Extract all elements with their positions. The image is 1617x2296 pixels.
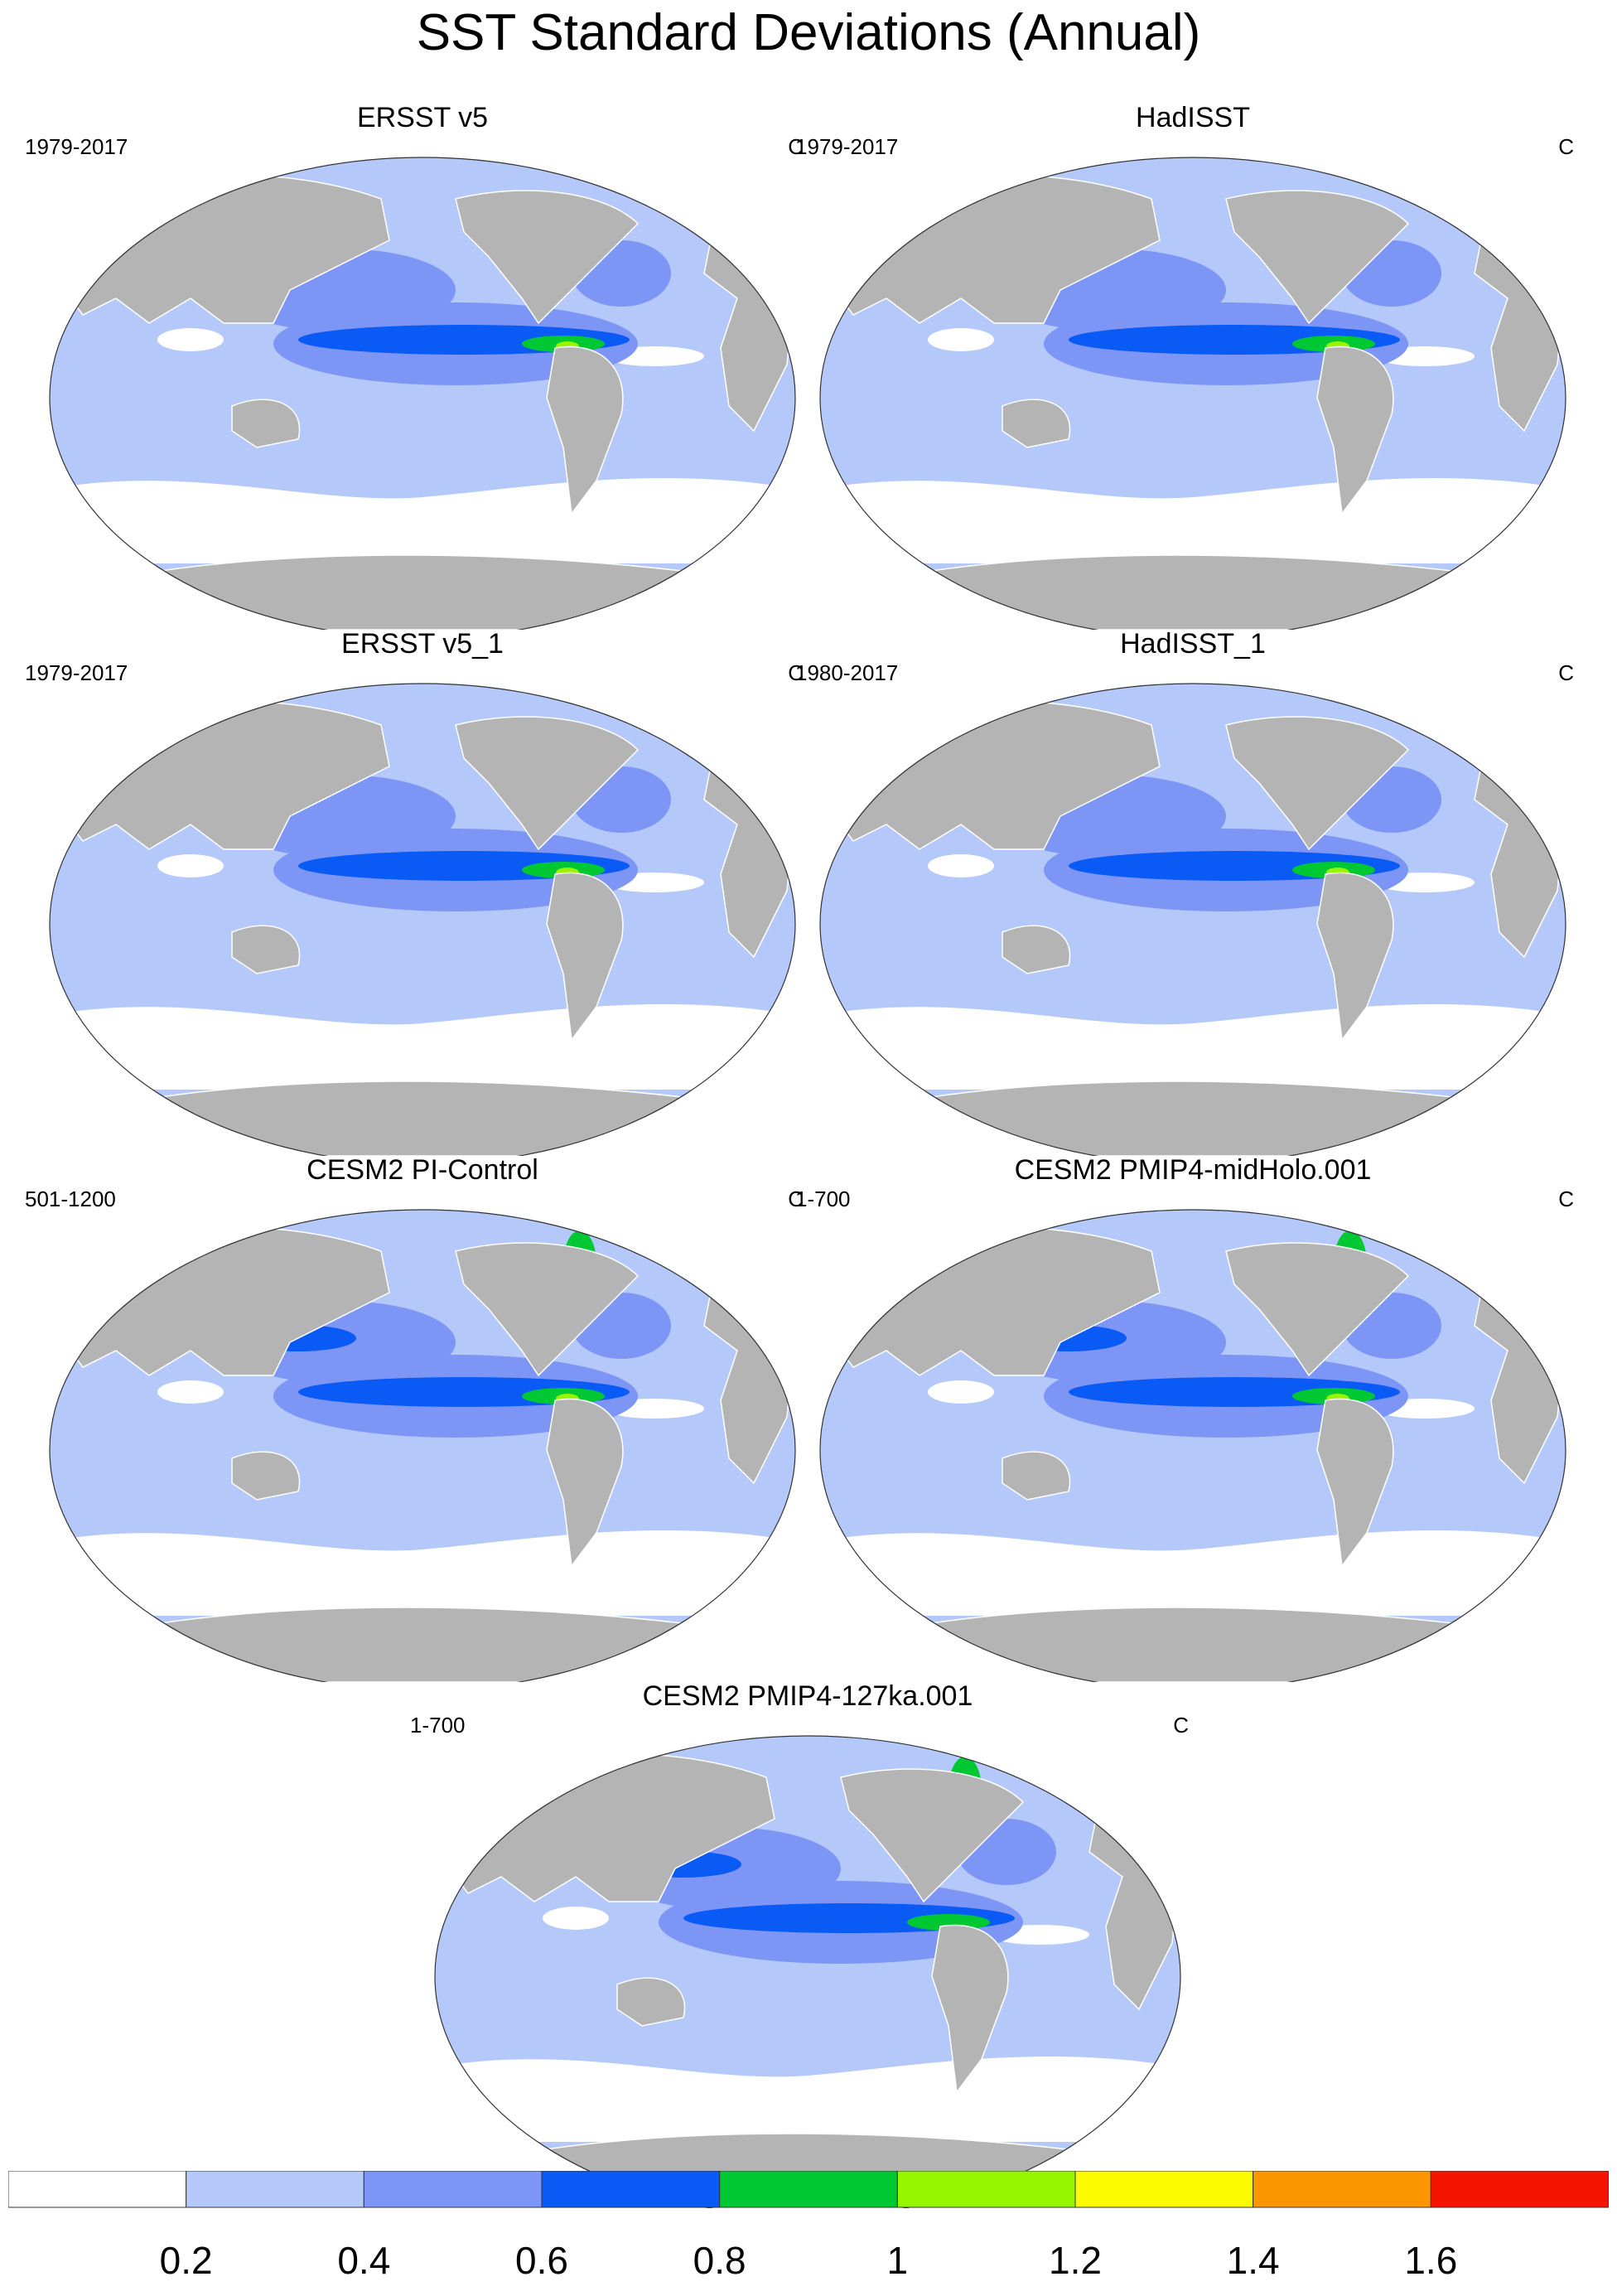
land-mass [455, 1242, 640, 1377]
map-panel: ERSST v5 1979-2017 C [25, 99, 820, 630]
land-mass [616, 1977, 686, 2027]
panel-units: C [788, 660, 804, 685]
panel-period: 501-1200 [25, 1187, 116, 1211]
colorbar-swatch [896, 2171, 1076, 2208]
world-map [819, 1209, 1566, 1682]
land-mass [1002, 399, 1071, 448]
land-mass [546, 346, 624, 515]
panel-period: 1-700 [410, 1713, 466, 1738]
colorbar-tick-label: 0.8 [693, 2239, 746, 2282]
colorbar-swatch [719, 2171, 898, 2208]
land-mass [1002, 1451, 1071, 1501]
land-mass [931, 1924, 1009, 2094]
land-mass [1316, 346, 1394, 515]
world-map [819, 683, 1566, 1156]
world-map [819, 157, 1566, 630]
land-mass [1316, 872, 1394, 1042]
colorbar-tick-label: 1.4 [1226, 2239, 1280, 2282]
land-mass [1225, 716, 1410, 851]
panel-period: 1979-2017 [25, 134, 128, 159]
world-map [434, 1735, 1181, 2208]
panel-units: C [1173, 1713, 1189, 1738]
colorbar-tick-label: 1.6 [1404, 2239, 1458, 2282]
map-panel: HadISST 1979-2017 C [795, 99, 1590, 630]
panel-units: C [788, 1187, 804, 1211]
colorbar-tick-label: 0.6 [515, 2239, 568, 2282]
map-panel: CESM2 PMIP4-midHolo.001 1-700 C [795, 1152, 1590, 1682]
land-mass [1225, 1242, 1410, 1377]
land-mass [231, 925, 301, 974]
land-mass [455, 190, 640, 325]
colorbar-swatch [541, 2171, 721, 2208]
panel-units: C [1558, 660, 1574, 685]
world-map [49, 157, 796, 630]
land-mass [231, 399, 301, 448]
colorbar-swatch [8, 2171, 187, 2208]
colorbar-tick-label: 1 [886, 2239, 909, 2282]
colorbar-swatch [363, 2171, 543, 2208]
panel-units: C [1558, 134, 1574, 159]
panel-title: HadISST_1 [1120, 628, 1266, 660]
land-mass [1316, 1398, 1394, 1568]
colorbar-swatch [1253, 2171, 1431, 2208]
panel-units: C [1558, 1187, 1574, 1211]
panel-title: HadISST [1136, 102, 1250, 133]
colorbar-swatch [186, 2171, 364, 2208]
land-mass [231, 1451, 301, 1501]
panel-period: 1980-2017 [795, 660, 899, 685]
figure-title: SST Standard Deviations (Annual) [416, 4, 1201, 61]
map-panel: CESM2 PMIP4-127ka.001 1-700 C [410, 1678, 1205, 2208]
land-mass [1225, 190, 1410, 325]
land-mass [546, 1398, 624, 1568]
map-panel: HadISST_1 1980-2017 C [795, 626, 1590, 1156]
colorbar-swatch [1430, 2171, 1609, 2208]
panel-title: ERSST v5 [356, 102, 489, 133]
colorbar-swatch [1074, 2171, 1254, 2208]
panel-title: CESM2 PMIP4-127ka.001 [642, 1680, 973, 1712]
colorbar-tick-label: 0.2 [159, 2239, 213, 2282]
map-panel: ERSST v5_1 1979-2017 C [25, 626, 820, 1156]
land-mass [1002, 925, 1071, 974]
colorbar [8, 2171, 1609, 2208]
colorbar-tick-label: 1.2 [1049, 2239, 1102, 2282]
panel-period: 1-700 [795, 1187, 851, 1211]
land-mass [546, 872, 624, 1042]
land-mass [840, 1768, 1025, 1903]
world-map [49, 1209, 796, 1682]
land-mass [455, 716, 640, 851]
colorbar-tick-label: 0.4 [337, 2239, 391, 2282]
world-map [49, 683, 796, 1156]
panel-period: 1979-2017 [25, 660, 128, 685]
panel-title: ERSST v5_1 [341, 628, 504, 660]
panel-units: C [788, 134, 804, 159]
panel-title: CESM2 PMIP4-midHolo.001 [1014, 1154, 1372, 1186]
panel-period: 1979-2017 [795, 134, 899, 159]
map-panel: CESM2 PI-Control 501-1200 C [25, 1152, 820, 1682]
panel-title: CESM2 PI-Control [307, 1154, 538, 1186]
